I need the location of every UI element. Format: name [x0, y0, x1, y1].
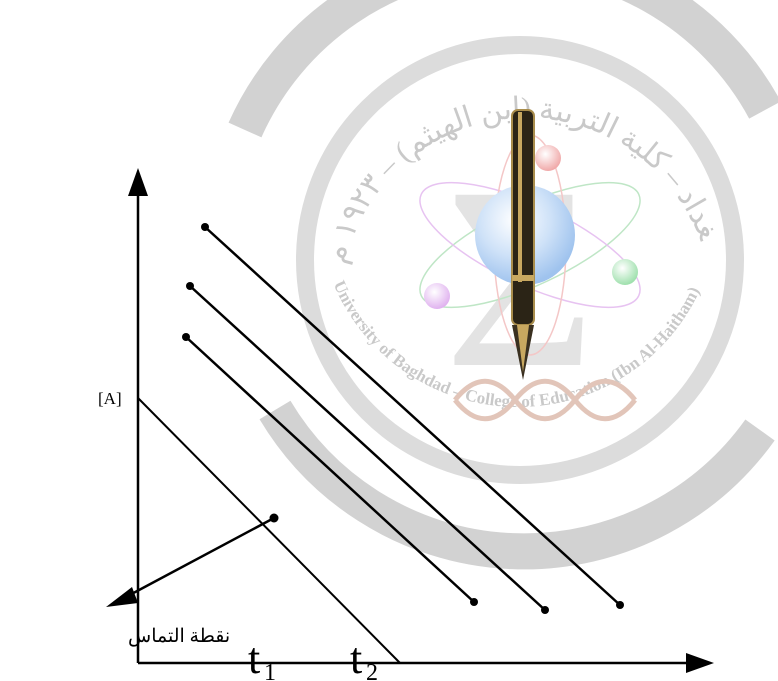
endpoint-dot [616, 601, 624, 609]
y-intercept-label: [A] [98, 389, 122, 408]
endpoint-dot [186, 282, 194, 290]
watermark-pen [511, 109, 535, 380]
watermark-orbit-ball-red [535, 145, 561, 171]
contact-pointer-line [125, 516, 275, 599]
endpoint-dot [201, 223, 209, 231]
watermark-arabic-text: جامعة بغداد – كلية التربية (ابن الهيثم) … [0, 0, 725, 267]
watermark-dna [453, 378, 637, 422]
base-line-a [137, 397, 401, 664]
parallel-line-3 [204, 226, 621, 606]
watermark-orbit-ball-green [612, 259, 638, 285]
watermark-outer-ring [228, 0, 778, 570]
watermark-inner-ring [296, 36, 744, 484]
line-endpoints [182, 223, 624, 614]
t2-label: t 2 [350, 634, 378, 681]
svg-text:2: 2 [366, 660, 378, 681]
parallel-line-1 [185, 336, 475, 603]
x-axis-arrow-icon [686, 653, 714, 673]
svg-text:t: t [350, 634, 362, 681]
watermark-logo: جامعة بغداد – كلية التربية (ابن الهيثم) … [0, 0, 778, 570]
endpoint-dot [541, 606, 549, 614]
svg-text:t: t [248, 634, 260, 681]
t1-label: t 1 [248, 634, 276, 681]
contact-pointer-arrow-icon [106, 587, 138, 607]
endpoint-dot [470, 598, 478, 606]
watermark-orbit-ball-violet [424, 283, 450, 309]
y-axis-arrow-icon [128, 168, 148, 196]
svg-text:1: 1 [264, 660, 276, 681]
parallel-line-2 [189, 285, 546, 611]
contact-point-label: نقطة التماس [128, 626, 230, 647]
diagram [106, 168, 714, 673]
endpoint-dot [182, 333, 190, 341]
